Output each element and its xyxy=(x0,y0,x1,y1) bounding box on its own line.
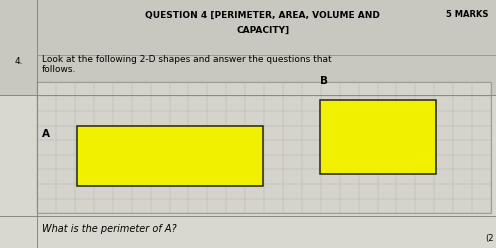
Bar xyxy=(77,126,263,186)
Text: QUESTION 4 [PERIMETER, AREA, VOLUME AND: QUESTION 4 [PERIMETER, AREA, VOLUME AND xyxy=(145,11,380,20)
Text: (2: (2 xyxy=(485,234,494,243)
Text: A: A xyxy=(42,129,50,139)
Text: 5 MARKS: 5 MARKS xyxy=(446,10,489,19)
Bar xyxy=(37,82,491,213)
Text: What is the perimeter of A?: What is the perimeter of A? xyxy=(42,224,177,234)
Text: B: B xyxy=(320,76,328,86)
Bar xyxy=(320,100,436,174)
Text: Look at the following 2-D shapes and answer the questions that
follows.: Look at the following 2-D shapes and ans… xyxy=(42,55,332,74)
Text: CAPACITY]: CAPACITY] xyxy=(236,26,290,35)
Text: 4.: 4. xyxy=(14,57,23,66)
Bar xyxy=(0,0,496,95)
